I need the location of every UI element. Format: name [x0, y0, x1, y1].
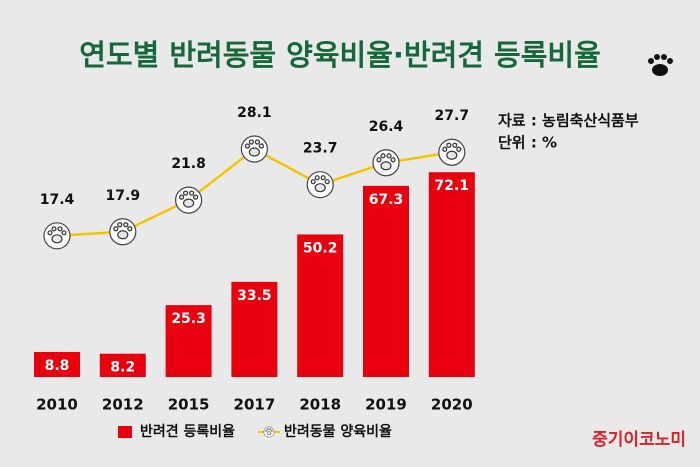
- bar: [165, 305, 212, 377]
- point: [43, 222, 71, 250]
- line-value-label: 26.4: [369, 119, 404, 135]
- paw-toe: [310, 179, 316, 185]
- bar: [297, 234, 344, 377]
- paw-toe: [452, 142, 458, 148]
- paw-toe: [183, 190, 189, 196]
- bar: [99, 353, 146, 377]
- paw-toe: [314, 175, 320, 181]
- paw-toe: [258, 143, 264, 149]
- paw-toe: [386, 153, 392, 159]
- x-tick-label: 2015: [168, 396, 210, 414]
- bar-value-label: 72.1: [435, 178, 470, 194]
- paw-pad: [314, 183, 326, 193]
- paw-toe: [390, 157, 396, 163]
- paw-toe: [265, 429, 268, 432]
- paw-toe: [179, 194, 185, 200]
- paw-toe: [248, 139, 254, 145]
- bar: [363, 185, 409, 377]
- source: 자료 : 농림축산식품부: [498, 112, 639, 130]
- paw-toe: [446, 142, 452, 148]
- line-value-label: 28.1: [237, 105, 272, 121]
- paw-pad: [183, 198, 195, 208]
- x-tick-label: 2020: [431, 396, 473, 414]
- paw-toe: [380, 153, 386, 159]
- bar-value-label: 67.3: [369, 192, 404, 208]
- line-value-label: 23.7: [303, 141, 338, 157]
- paw-toe: [193, 194, 199, 200]
- bar-value-label: 33.5: [237, 288, 272, 304]
- bar-value-label: 8.2: [110, 360, 135, 376]
- paw-pad: [446, 150, 458, 160]
- x-tick-label: 2010: [36, 396, 78, 414]
- paw-toe: [113, 226, 119, 232]
- bar: [34, 352, 80, 377]
- legend-label: 반려견 등록비율: [140, 423, 235, 440]
- bar-value-label: 25.3: [171, 311, 206, 327]
- point: [240, 135, 268, 163]
- paw-toe: [269, 428, 272, 431]
- paw-toe: [266, 428, 269, 431]
- paw-toe: [320, 175, 326, 181]
- line-value-label: 17.4: [40, 192, 75, 208]
- x-tick-label: 2017: [234, 396, 276, 414]
- unit: 단위 : %: [498, 134, 557, 152]
- paw-pad: [380, 161, 392, 171]
- legend-swatch: [118, 426, 132, 438]
- point: [306, 171, 334, 199]
- paw-toe: [442, 146, 448, 152]
- paw-toe: [324, 179, 330, 185]
- paw-toe: [270, 429, 273, 432]
- paw-toe: [123, 222, 129, 228]
- paw-toe: [244, 143, 250, 149]
- paw-toe: [376, 157, 382, 163]
- x-tick-label: 2018: [299, 396, 341, 414]
- paw-toe: [189, 190, 195, 196]
- paw-toe: [57, 226, 63, 232]
- legend-paw: [263, 426, 275, 438]
- bar: [428, 172, 475, 377]
- brand: 중기이코노미: [592, 430, 686, 450]
- point: [175, 186, 203, 214]
- x-tick-label: 2019: [365, 396, 407, 414]
- line-value-label: 21.8: [171, 156, 206, 172]
- paw-toe: [47, 230, 53, 236]
- paw-toe: [456, 146, 462, 152]
- title-paw: [648, 54, 673, 76]
- paw-toe: [61, 230, 67, 236]
- point: [438, 138, 466, 166]
- paw-toe: [51, 226, 57, 232]
- paw-pad: [51, 234, 63, 244]
- bar-value-label: 8.8: [45, 358, 70, 374]
- paw-toe: [254, 139, 260, 145]
- line-value-label: 27.7: [435, 108, 470, 124]
- paw-toe: [127, 226, 133, 232]
- point: [109, 218, 137, 246]
- line-value-label: 17.9: [106, 188, 141, 204]
- paw-pad: [117, 230, 129, 240]
- paw-toe: [117, 222, 123, 228]
- x-tick-label: 2012: [102, 396, 144, 414]
- bar-value-label: 50.2: [303, 240, 338, 256]
- point: [372, 149, 400, 177]
- paw-pad: [248, 147, 260, 157]
- chart-title: 연도별 반려동물 양육비율·반려견 등록비율: [79, 38, 601, 72]
- paw-pad: [266, 431, 272, 436]
- legend-label: 반려동물 양육비율: [284, 423, 392, 440]
- bar: [231, 281, 278, 377]
